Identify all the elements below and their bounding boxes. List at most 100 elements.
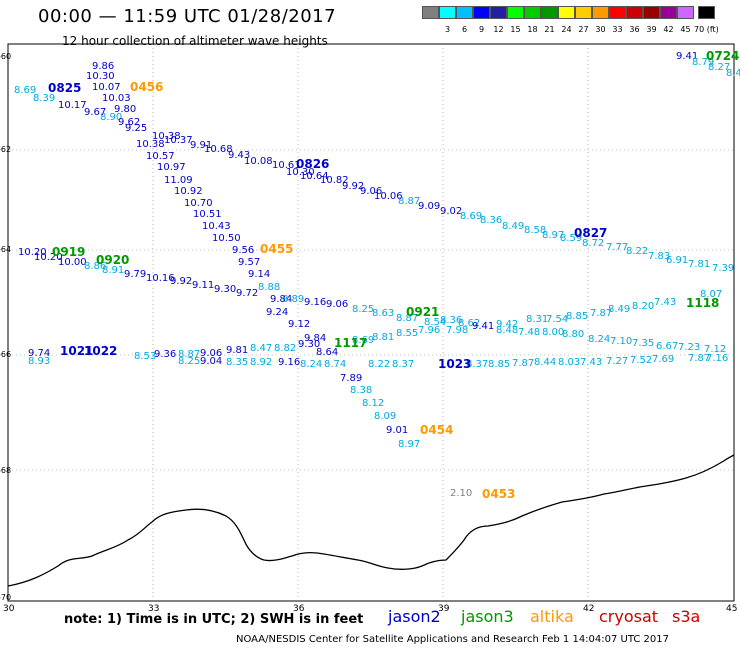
wave-height-label: 10.08 (244, 156, 273, 167)
colorbar-swatch (473, 6, 490, 19)
pass-time-label: 1023 (438, 357, 472, 371)
colorbar-swatch (541, 6, 558, 19)
wave-height-label: 10.20 (34, 252, 63, 263)
lon-label: 45 (726, 604, 738, 614)
colorbar-swatch (575, 6, 592, 19)
wave-height-label: 8.24 (300, 359, 323, 370)
wave-height-label: 9.06 (326, 299, 349, 310)
wave-height-label: 8.81 (372, 332, 395, 343)
wave-height-label: 7.12 (704, 344, 727, 355)
wave-height-label: 7.16 (706, 353, 729, 364)
wave-height-label: 10.82 (320, 175, 349, 186)
colorbar-cell: 27 (575, 6, 592, 34)
legend-altika: altika (530, 607, 574, 626)
wave-height-label: 10.51 (193, 209, 222, 220)
wave-height-label: 9.14 (248, 269, 271, 280)
wave-height-label: 8.86 (84, 261, 107, 272)
colorbar-tick: 33 (612, 25, 623, 34)
wave-height-label: 9.84 (304, 333, 327, 344)
wave-height-label: 9.01 (386, 425, 409, 436)
wave-height-label: 9.42 (496, 319, 519, 330)
colorbar-swatch (524, 6, 541, 19)
wave-height-label: 7.43 (580, 357, 603, 368)
colorbar-cell: 9 (473, 6, 490, 34)
wave-height-label: 7.87 (512, 358, 535, 369)
pass-time-label: 0724 (706, 49, 740, 63)
colorbar-tick: 42 (663, 25, 674, 34)
wave-height-label: 8.22 (626, 246, 649, 257)
colorbar-cell: 39 (643, 6, 660, 34)
wave-height-label: 8.37 (392, 359, 415, 370)
wave-height-label: 7.39 (712, 263, 735, 274)
wave-height-label: 10.07 (92, 82, 121, 93)
wave-height-label: 8.79 (692, 57, 715, 68)
lat-label: -60 (0, 52, 12, 61)
pass-time-label: 0921 (406, 305, 440, 319)
wave-height-label: 9.04 (200, 356, 223, 367)
wave-height-label: 8.38 (350, 385, 373, 396)
colorbar-tick: 18 (527, 25, 538, 34)
wave-height-label: 8.89 (282, 294, 305, 305)
wave-height-colorbar: 3 6 9 12 15 18 21 24 27 30 33 36 39 42 45 70 (ft) (422, 6, 719, 34)
pass-time-label: 1022 (84, 344, 118, 358)
lat-label: -68 (0, 466, 12, 475)
wave-height-label: 9.86 (92, 61, 115, 72)
wave-height-label: 10.03 (102, 93, 131, 104)
colorbar-swatch (456, 6, 473, 19)
wave-height-label: 8.12 (362, 398, 385, 409)
wave-height-label: 9.79 (124, 269, 147, 280)
wave-height-label: 9.92 (170, 276, 193, 287)
wave-height-label: 7.23 (678, 342, 701, 353)
wave-height-label: 9.43 (228, 150, 251, 161)
wave-height-label: 8.69 (14, 85, 37, 96)
wave-height-label: 9.56 (232, 245, 255, 256)
colorbar-cell: 70 (ft) (694, 6, 719, 34)
map-frame (7, 43, 735, 602)
wave-height-label: 9.41 (472, 321, 495, 332)
wave-height-label: 8.24 (588, 334, 611, 345)
wave-height-label: 8.93 (28, 356, 51, 367)
colorbar-cell: 24 (558, 6, 575, 34)
wave-height-label: 10.50 (212, 233, 241, 244)
wave-height-label: 8.97 (398, 439, 421, 450)
wave-height-label: 8.49 (608, 304, 631, 315)
wave-height-label: 7.83 (648, 251, 671, 262)
pass-time-label: 0456 (130, 80, 164, 94)
wave-height-label: 8.22 (368, 359, 391, 370)
wave-height-label: 9.11 (192, 280, 215, 291)
wave-height-label: 9.24 (266, 307, 289, 318)
wave-height-label: 8.97 (542, 230, 565, 241)
wave-height-label: 8.49 (502, 221, 525, 232)
colorbar-cell: 3 (439, 6, 456, 34)
wave-height-label: 8.31 (526, 314, 549, 325)
map-title: 00:00 — 11:59 UTC 01/28/2017 (38, 6, 337, 27)
wave-height-label: 8.88 (258, 282, 281, 293)
pass-time-label: 0919 (52, 245, 86, 259)
wave-height-label: 9.36 (154, 349, 177, 360)
colorbar-tick: 9 (478, 25, 485, 34)
colorbar-swatch (592, 6, 609, 19)
wave-height-label: 10.37 (164, 135, 193, 146)
wave-height-label: 8.36 (440, 315, 463, 326)
wave-height-label: 10.38 (136, 139, 165, 150)
pass-time-label: 0453 (482, 487, 516, 501)
legend-jason3: jason3 (461, 607, 514, 626)
lat-label: -62 (0, 145, 12, 154)
wave-height-label: 8.74 (324, 359, 347, 370)
colorbar-cell (422, 6, 439, 34)
units-note: note: 1) Time is in UTC; 2) SWH is in fe… (64, 612, 364, 627)
lat-label: -66 (0, 350, 12, 359)
legend-s3a: s3a (672, 607, 701, 626)
wave-height-label: 8.09 (374, 411, 397, 422)
wave-height-label: 10.97 (157, 162, 186, 173)
wave-height-label: 10.06 (374, 191, 403, 202)
wave-height-label: 8.39 (33, 93, 56, 104)
wave-height-label: 8.48 (496, 325, 519, 336)
wave-height-label: 9.72 (236, 288, 259, 299)
credit-line: NOAA/NESDIS Center for Satellite Applica… (236, 634, 669, 645)
pass-time-label: 1118 (686, 296, 720, 310)
colorbar-swatch (490, 6, 507, 19)
wave-height-label: 10.70 (184, 198, 213, 209)
colorbar-tick: 12 (493, 25, 504, 34)
wave-height-label: 7.87 (590, 308, 613, 319)
